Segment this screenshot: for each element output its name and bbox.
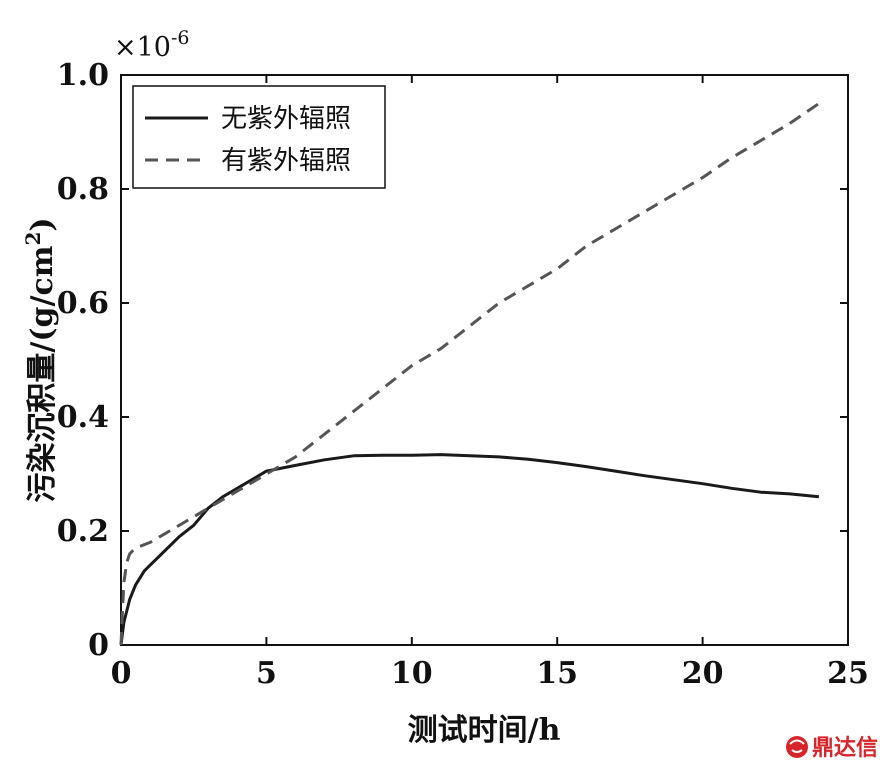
- x-tick-label: 10: [391, 656, 433, 691]
- plot-frame: [120, 74, 849, 646]
- watermark: 鼎达信: [786, 735, 878, 761]
- y-tick-label: 1.0: [57, 58, 109, 93]
- x-tick-label: 15: [536, 656, 578, 691]
- y-axis-label: 污染沉积量/(g/cm2): [21, 217, 60, 502]
- y-tick-label: 0: [88, 628, 109, 663]
- legend-label-no-uv: 无紫外辐照: [221, 104, 351, 134]
- legend-label-uv: 有紫外辐照: [221, 146, 351, 176]
- y-axis-label-superscript: 2: [21, 232, 45, 246]
- y-tick-label: 0.6: [57, 286, 109, 321]
- y-tick-label: 0.2: [57, 514, 109, 549]
- y-tick-label: 0.8: [57, 172, 109, 207]
- x-tick-label: 0: [111, 656, 132, 691]
- series-line-no-uv: [119, 453, 820, 646]
- brand-logo-icon: [786, 736, 808, 758]
- y-multiplier-exponent: -6: [171, 27, 190, 49]
- x-tick-label: 20: [682, 656, 724, 691]
- series-line-uv: [119, 102, 820, 646]
- x-tick-label: 25: [827, 656, 869, 691]
- x-tick-label: 5: [256, 656, 277, 691]
- axis-ticks: 0 5 10 15 20 25 0 0.2 0.4 0.6 0.8 1.0: [57, 58, 869, 691]
- series-group: [119, 102, 820, 646]
- watermark-text: 鼎达信: [812, 735, 878, 761]
- x-axis-label: 测试时间/h: [408, 713, 561, 748]
- brand-logo-icon-glyph: [789, 739, 805, 753]
- y-multiplier: ×10-6: [114, 27, 190, 63]
- y-tick-label: 0.4: [57, 400, 109, 435]
- legend: 无紫外辐照 有紫外辐照: [132, 85, 386, 189]
- legend-box: [132, 85, 386, 189]
